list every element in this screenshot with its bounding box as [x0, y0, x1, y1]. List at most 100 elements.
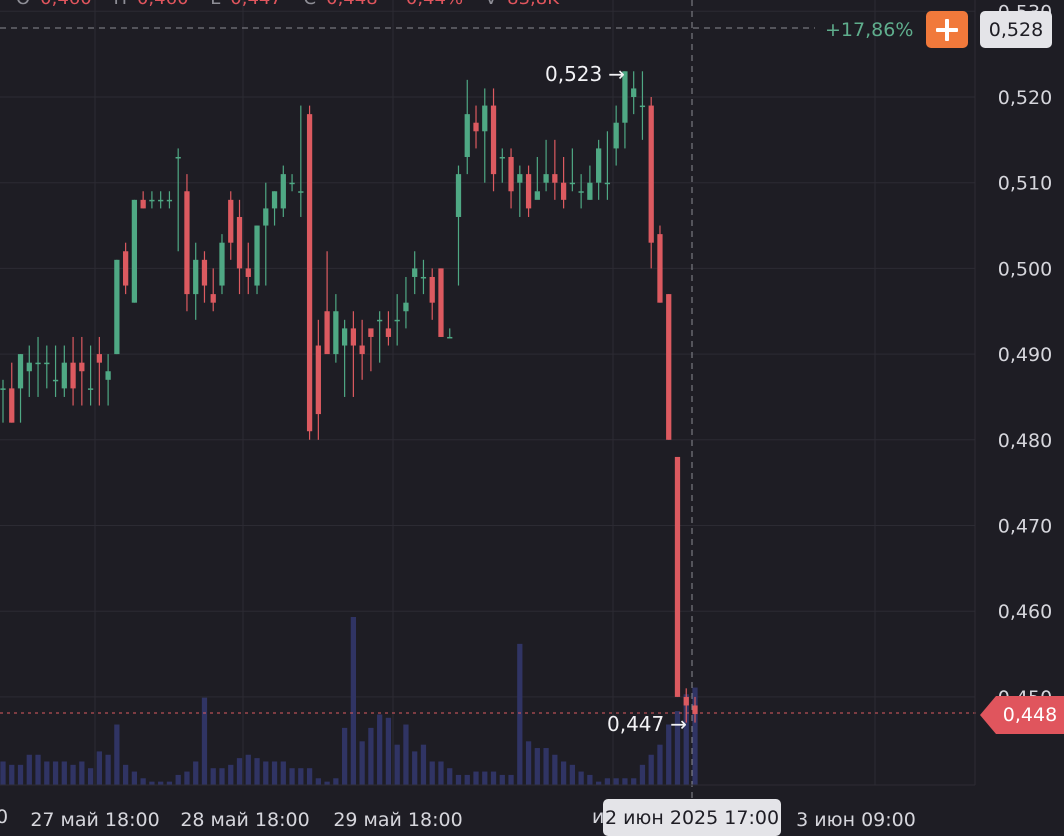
candle-body [271, 191, 278, 209]
volume-bar [359, 741, 365, 785]
candle-body [0, 388, 6, 390]
time-tick-label: 27 май 18:00 [30, 809, 159, 831]
open-label: O [16, 0, 30, 9]
volume-bar [534, 748, 540, 785]
time-axis[interactable]: 27 май 18:00 28 май 18:00 29 май 18:00 3 ию… [30, 809, 916, 831]
low-annotation-value: 0,447 [607, 712, 665, 736]
candle-body [587, 182, 593, 200]
volume-bar [131, 771, 138, 785]
candle-body [96, 354, 102, 363]
volume-bar [306, 768, 313, 785]
volume-bar [193, 761, 199, 785]
high-label: H [113, 0, 127, 9]
volume-bar [228, 764, 234, 785]
arrow-right-icon: → [670, 712, 688, 736]
price-tick-label: 0,470 [998, 516, 1052, 538]
volume-bar [52, 761, 59, 785]
candle-body [184, 191, 190, 295]
high-value: 0,460 [137, 0, 189, 9]
candle-body [79, 362, 85, 372]
volume-bar [543, 748, 549, 785]
volume-bar [79, 761, 85, 785]
volume-value: 83,8K [507, 0, 559, 9]
close-value: 0,448 [326, 0, 378, 9]
time-label-fragment: и [592, 806, 605, 828]
volume-bar [403, 724, 409, 785]
volume-bar [596, 781, 602, 785]
volume-bar [613, 778, 619, 785]
volume-bar [17, 764, 24, 785]
volume-bar [464, 774, 470, 785]
volume-bar [683, 694, 689, 785]
candle-body [158, 199, 164, 202]
volume-label: V [485, 0, 497, 9]
volume-bar [438, 761, 444, 785]
candle-body [403, 302, 409, 312]
candle-body [438, 268, 444, 337]
price-axis[interactable]: 0,5300,5200,5100,5000,4900,4800,4700,460… [998, 1, 1052, 709]
volume-bar [578, 771, 584, 785]
candle-body [140, 199, 146, 209]
candle-body [420, 276, 427, 279]
high-annotation-value: 0,523 [545, 62, 603, 86]
candle-body [429, 276, 435, 303]
volume-bar [657, 744, 663, 785]
volume-bar [341, 727, 348, 785]
volume-bar [280, 761, 286, 785]
candle-body [9, 388, 15, 423]
volume-bar [394, 744, 400, 785]
candle-body [17, 354, 24, 389]
volume-bar [9, 764, 15, 785]
volume-bar [44, 761, 50, 785]
volume-bar [666, 724, 672, 785]
price-tick-label: 0,460 [998, 601, 1052, 623]
candle-body [657, 234, 663, 303]
price-tick-label: 0,500 [998, 258, 1052, 280]
volume-bar [473, 771, 479, 785]
volume-bar [315, 778, 321, 785]
volume-bar [455, 774, 462, 785]
volume-bar [271, 761, 278, 785]
candle-body [455, 174, 462, 217]
candle-body [350, 328, 357, 346]
volume-bar [560, 761, 567, 785]
candle-body [44, 362, 50, 365]
volume-bar [639, 764, 646, 785]
candle-body [639, 105, 646, 108]
candle-body [324, 311, 330, 355]
candle-body [35, 362, 41, 365]
volume-bar [350, 617, 357, 785]
grid-lines [0, 0, 975, 785]
volume-bar [324, 781, 330, 785]
candle-body [666, 294, 672, 440]
candle-body [149, 199, 155, 202]
candle-body [499, 156, 505, 159]
volume-bar [210, 768, 216, 785]
candle-body [631, 88, 637, 97]
candle-body [394, 319, 400, 322]
volume-bar [517, 643, 523, 785]
crosshair-price-label: 0,528 [980, 11, 1052, 48]
ohlc-legend: O 0,460 H 0,460 L 0,447 C 0,448 -0,44% V 83,8… [0, 0, 559, 12]
candle-body [245, 268, 251, 277]
candle-body [114, 259, 120, 355]
add-plus-icon-button[interactable] [926, 11, 968, 48]
low-annotation: 0,447 → [607, 712, 687, 736]
low-value: 0,447 [230, 0, 282, 9]
volume-bar [96, 751, 102, 785]
candle-body [490, 105, 497, 175]
volume-bars [0, 617, 698, 785]
candle-body [315, 345, 321, 415]
candle-body [578, 191, 584, 193]
volume-bar [166, 781, 173, 785]
candle-body [473, 122, 479, 132]
candle-body [280, 174, 286, 209]
time-tick-label: 28 май 18:00 [180, 809, 309, 831]
price-tick-label: 0,480 [998, 430, 1052, 452]
candle-body [201, 259, 208, 286]
candle-body [622, 71, 628, 123]
volume-bar [385, 717, 392, 785]
candle-body [517, 174, 523, 183]
volume-bar [587, 774, 593, 785]
